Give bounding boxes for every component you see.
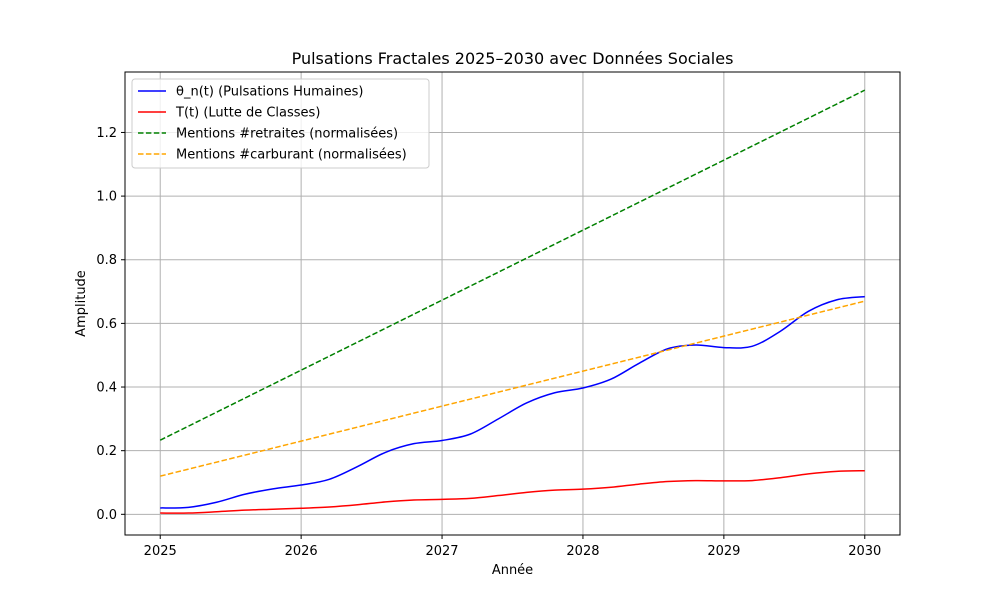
x-tick-label: 2029 — [707, 544, 740, 559]
y-tick-label: 1.0 — [96, 190, 117, 205]
legend: θ_n(t) (Pulsations Humaines) T(t) (Lutte … — [131, 78, 430, 169]
x-tick-label: 2027 — [425, 544, 458, 559]
plot-frame — [124, 71, 901, 536]
series-line-2 — [160, 469, 865, 514]
x-axis-label: Année — [492, 563, 533, 578]
y-axis-label: Amplitude — [74, 270, 89, 337]
y-tick-label: 0.2 — [96, 444, 117, 459]
x-tick-label: 2025 — [144, 544, 177, 559]
y-tick-label: 1.2 — [96, 126, 117, 141]
series-line-4 — [160, 300, 865, 477]
series-line-1 — [160, 295, 865, 509]
grid — [125, 72, 900, 535]
chart-title: Pulsations Fractales 2025–2030 avec Donn… — [292, 49, 734, 68]
x-axis-ticks: 2025 2026 2027 2028 2029 2030 — [144, 535, 881, 559]
y-tick-label: 0.0 — [96, 508, 117, 523]
series-lines — [159, 89, 866, 514]
series-line-3 — [159, 89, 866, 441]
legend-box — [131, 78, 430, 169]
y-axis-ticks: 0.0 0.2 0.4 0.6 0.8 1.0 1.2 — [96, 126, 125, 523]
x-tick-label: 2026 — [285, 544, 318, 559]
x-tick-label: 2030 — [848, 544, 881, 559]
legend-label: Mentions #carburant (normalisées) — [176, 148, 407, 163]
y-tick-label: 0.4 — [96, 381, 117, 396]
legend-label: θ_n(t) (Pulsations Humaines) — [176, 85, 363, 100]
legend-label: Mentions #retraites (normalisées) — [176, 127, 398, 142]
y-tick-label: 0.8 — [96, 253, 117, 268]
legend-label: T(t) (Lutte de Classes) — [175, 106, 320, 121]
y-tick-label: 0.6 — [96, 317, 117, 332]
x-tick-label: 2028 — [566, 544, 599, 559]
